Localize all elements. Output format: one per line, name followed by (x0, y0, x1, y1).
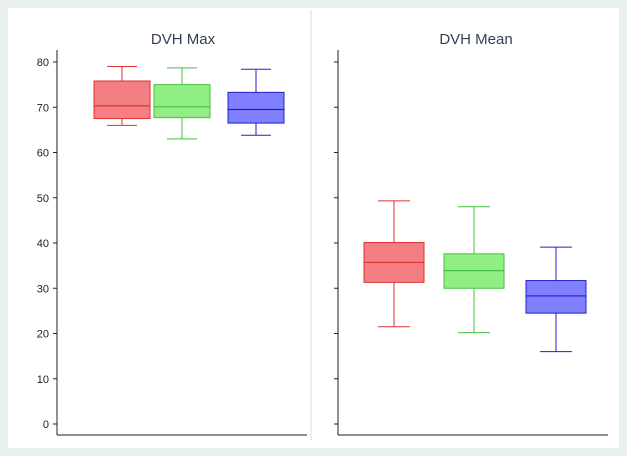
y-tick-label: 40 (37, 238, 49, 250)
y-tick-label: 80 (37, 57, 49, 69)
box (227, 91, 285, 124)
y-tick-label: 0 (43, 419, 49, 431)
y-tick-label: 20 (37, 329, 49, 341)
y-tick-label: 30 (37, 283, 49, 295)
box-group (93, 66, 151, 126)
panel-dvh-mean: DVH Mean (334, 31, 608, 436)
box (525, 280, 587, 314)
box-group (443, 206, 505, 334)
panel-title: DVH Max (151, 31, 216, 48)
panel-dvh-max: DVH Max 0 10 20 30 40 50 60 70 80 (37, 31, 307, 436)
panel-divider (310, 10, 312, 440)
panel-title: DVH Mean (439, 31, 512, 48)
y-tick-label: 50 (37, 193, 49, 205)
y-tick-label: 60 (37, 148, 49, 160)
box-group (525, 246, 587, 353)
box-group (363, 200, 425, 328)
y-tick-label: 70 (37, 102, 49, 114)
y-tick-label: 10 (37, 374, 49, 386)
box (93, 80, 151, 120)
box-group (227, 68, 285, 136)
box (153, 84, 211, 119)
box-group (153, 67, 211, 140)
